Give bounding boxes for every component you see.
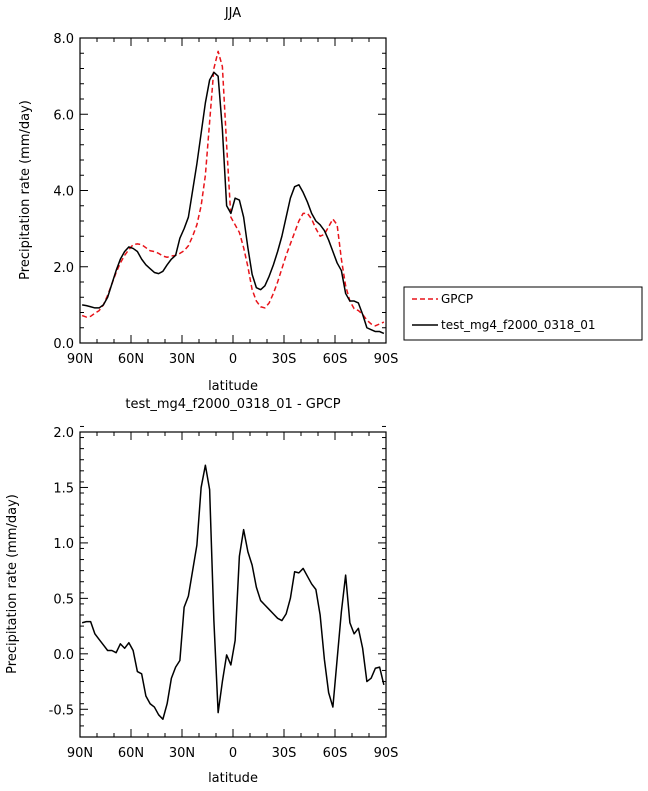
top-x-tick-label: 60N: [118, 352, 144, 367]
top-y-tick-label: 2.0: [53, 261, 74, 276]
top-x-tick-label: 30N: [169, 352, 195, 367]
bottom-y-tick-label: 1.5: [53, 481, 74, 496]
top-x-tick-label: 90S: [374, 352, 399, 367]
top-y-axis-label: Precipitation rate (mm/day): [18, 100, 33, 280]
bottom-x-tick-label: 30S: [272, 746, 297, 761]
bottom-panel: test_mg4_f2000_0318_01 - GPCP 90N 60N 30N 0…: [5, 397, 398, 786]
legend: GPCP test_mg4_f2000_0318_01: [403, 286, 643, 341]
top-x-tick-label: 0: [229, 352, 237, 367]
bottom-y-axis-label: Precipitation rate (mm/day): [5, 494, 20, 674]
bottom-x-tick-label: 60N: [118, 746, 144, 761]
top-series-line-0: [81, 50, 385, 327]
bottom-y-tick-label: 0.0: [53, 648, 74, 663]
top-chart-title: JJA: [224, 6, 241, 21]
bottom-x-tick-label: 0: [229, 746, 237, 761]
legend-box: [403, 286, 643, 341]
bottom-y-tick-label: 2.0: [53, 426, 74, 441]
legend-label-model: test_mg4_f2000_0318_01: [441, 318, 596, 332]
top-y-tick-label: 4.0: [53, 185, 74, 200]
top-x-tick-label: 30S: [272, 352, 297, 367]
bottom-x-tick-label: 60S: [323, 746, 348, 761]
top-series-line-1: [81, 71, 385, 335]
top-x-tick-label: 60S: [323, 352, 348, 367]
top-y-tick-label: 8.0: [53, 32, 74, 47]
top-x-tick-label: 90N: [67, 352, 93, 367]
top-y-tick-label: 0.0: [53, 337, 74, 352]
bottom-y-tick-label: 0.5: [53, 592, 74, 607]
bottom-plot-area: 90N 60N 30N 0 30S 60S 90S -0.5 0.0 0.5 1.0 1.5 2.0: [49, 425, 399, 761]
bottom-x-axis-label: latitude: [208, 771, 258, 786]
legend-label-gpcp: GPCP: [441, 292, 473, 306]
bottom-y-tick-label: 1.0: [53, 537, 74, 552]
bottom-x-tick-label: 30N: [169, 746, 195, 761]
bottom-x-tick-label: 90S: [374, 746, 399, 761]
bottom-series-line-0: [81, 464, 385, 720]
top-panel: JJA 90N 60N 30N 0 30S 60S 90S 0.0 2.0 4.0 6.0 8.0 l…: [18, 6, 398, 394]
bottom-chart-title: test_mg4_f2000_0318_01 - GPCP: [125, 397, 340, 412]
top-y-tick-label: 6.0: [53, 108, 74, 123]
bottom-y-tick-label: -0.5: [49, 703, 74, 718]
top-x-axis-label: latitude: [208, 379, 258, 394]
bottom-x-tick-label: 90N: [67, 746, 93, 761]
top-plot-area: 90N 60N 30N 0 30S 60S 90S 0.0 2.0 4.0 6.0 8.0: [53, 32, 398, 367]
